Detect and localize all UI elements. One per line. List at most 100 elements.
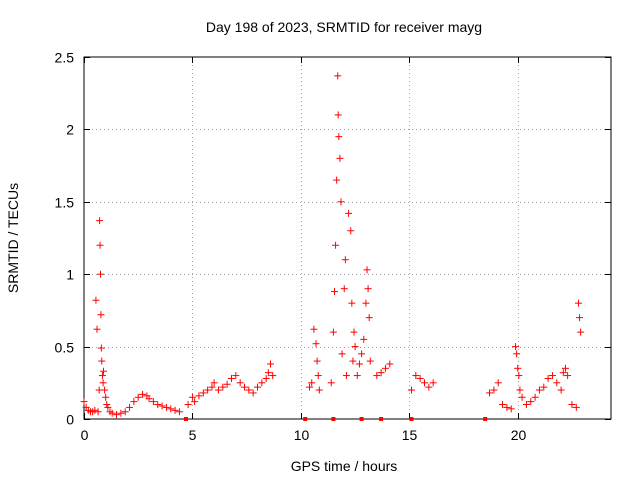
data-point [108,409,116,417]
data-point [515,372,523,380]
gap-marker [331,417,336,421]
data-point [512,343,520,351]
data-point [559,369,567,377]
data-point [240,383,248,391]
data-point [381,364,389,372]
x-tick-label: 5 [189,427,197,443]
data-point [494,379,502,387]
data-point [407,386,415,394]
data-point [96,241,104,249]
data-point [329,328,337,336]
data-point [327,379,335,387]
data-point [507,405,515,413]
data-point [219,383,227,391]
data-point [236,379,244,387]
data-point [522,401,530,409]
data-point [92,296,100,304]
data-point [366,357,374,365]
data-point [355,360,363,368]
data-point [313,357,321,365]
data-point [149,398,157,406]
data-point [364,285,372,293]
data-point [345,209,353,217]
y-tick-label: 1.5 [55,195,75,211]
data-point [175,408,183,416]
data-point [253,383,261,391]
data-point [232,372,240,380]
data-point [264,369,272,377]
data-point [334,72,342,80]
data-point [341,256,349,264]
gap-marker [483,417,488,421]
data-point [269,372,277,380]
data-point [540,383,548,391]
data-point [171,406,179,414]
data-point [93,325,101,333]
data-point [429,379,437,387]
data-point [214,386,222,394]
gap-marker [359,417,364,421]
y-tick-label: 1 [66,267,74,283]
data-point [351,343,359,351]
data-point [365,314,373,322]
data-point [162,403,170,411]
data-point [154,401,162,409]
data-point [577,328,585,336]
x-tick-label: 20 [511,427,527,443]
y-tick-label: 2.5 [55,50,75,66]
data-point [308,379,316,387]
data-point [121,408,129,416]
data-point [208,383,216,391]
data-point [99,379,107,387]
data-point [104,403,112,411]
data-point [535,386,543,394]
data-point [333,176,341,184]
gap-marker [409,417,414,421]
data-point [227,374,235,382]
data-point [548,372,556,380]
data-point [117,409,125,417]
gap-marker [183,417,188,421]
data-point [358,350,366,358]
data-point [98,372,106,380]
data-point [561,364,569,372]
data-point [499,401,507,409]
grid [84,57,611,419]
data-point [386,360,394,368]
data-point [262,374,270,382]
data-point [306,383,314,391]
data-point [188,393,196,401]
y-tick-label: 2 [66,122,74,138]
data-point [412,372,420,380]
chart-title: Day 198 of 2023, SRMTID for receiver may… [206,19,482,35]
data-point [425,383,433,391]
x-tick-label: 15 [402,427,418,443]
data-point [337,198,345,206]
data-point [377,369,385,377]
data-point [249,389,257,397]
data-point [330,288,338,296]
data-point [342,372,350,380]
data-point [96,270,104,278]
data-point [332,241,340,249]
data-point [167,405,175,413]
data-point [245,386,253,394]
data-point [312,340,320,348]
data-point [101,386,109,394]
data-point [94,408,102,416]
data-point [527,398,535,406]
data-point [258,379,266,387]
data-point [335,133,343,141]
data-point [223,380,231,388]
x-axis-title: GPS time / hours [291,458,398,474]
data-point [267,360,275,368]
data-point [373,372,381,380]
data-point [80,398,88,406]
data-point [97,344,105,352]
data-point [158,402,166,410]
data-point [574,299,582,307]
y-tick-label: 0 [66,412,74,428]
data-points [80,72,585,419]
y-axis-title: SRMTID / TECUs [5,183,21,293]
data-point [334,111,342,119]
